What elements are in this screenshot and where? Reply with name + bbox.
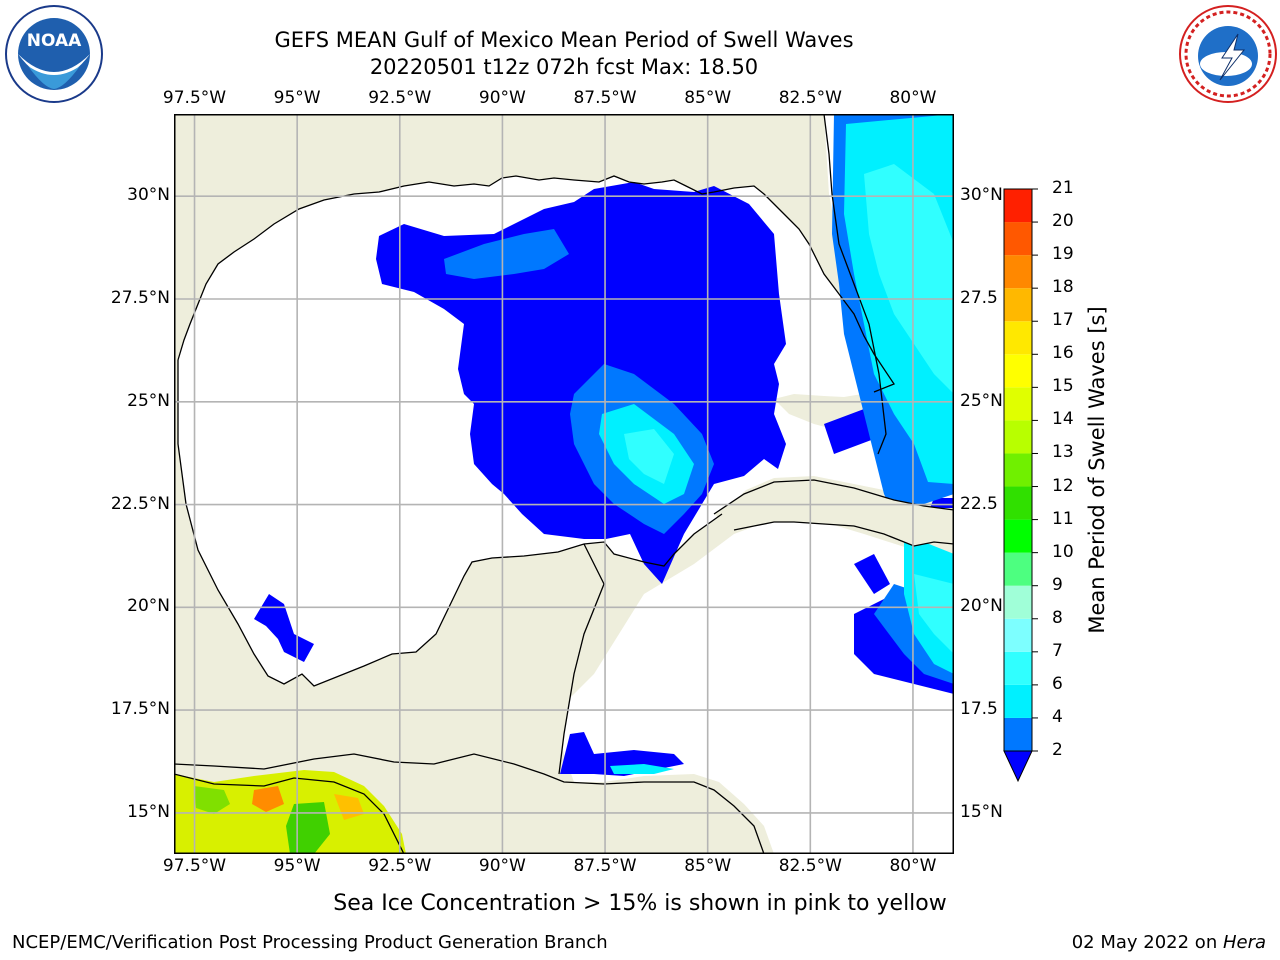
lon-tick-label: 95°W bbox=[273, 856, 321, 876]
lat-tick-label: 22.5 bbox=[960, 493, 998, 514]
colorbar-box bbox=[1004, 288, 1032, 322]
lat-tick-label: 25°N bbox=[127, 390, 170, 411]
colorbar-box bbox=[1004, 684, 1032, 718]
colorbar-box bbox=[1004, 717, 1032, 751]
colorbar-box bbox=[1004, 255, 1032, 289]
lon-tick-label: 85°W bbox=[684, 856, 732, 876]
colorbar-tick-label: 11 bbox=[1052, 508, 1074, 529]
colorbar-box bbox=[1004, 552, 1032, 586]
noaa-logo: NOAA bbox=[5, 5, 103, 103]
lat-tick-label: 22.5°N bbox=[110, 493, 170, 514]
lon-tick-label: 82.5°W bbox=[778, 856, 842, 876]
colorbar-box bbox=[1004, 354, 1032, 388]
colorbar-extension bbox=[1003, 750, 1033, 783]
nws-logo bbox=[1179, 5, 1277, 103]
colorbar-box bbox=[1004, 486, 1032, 520]
colorbar-box bbox=[1004, 222, 1032, 256]
lon-tick-label: 97.5°W bbox=[162, 856, 227, 876]
colorbar-tick-label: 14 bbox=[1052, 409, 1074, 430]
colorbar-tick-label: 19 bbox=[1052, 244, 1074, 265]
svg-text:NOAA: NOAA bbox=[27, 31, 82, 51]
lat-tick-label: 20°N bbox=[960, 596, 1003, 617]
lat-tick-label: 20°N bbox=[127, 596, 170, 617]
cuba-land bbox=[714, 480, 954, 546]
colorbar-tick-label: 10 bbox=[1052, 541, 1074, 562]
colorbar bbox=[1003, 188, 1038, 783]
lat-tick-label: 17.5°N bbox=[110, 699, 170, 720]
colorbar-tick-label: 7 bbox=[1052, 640, 1063, 661]
chart-title: GEFS MEAN Gulf of Mexico Mean Period of … bbox=[274, 28, 854, 52]
colorbar-box bbox=[1004, 618, 1032, 652]
footer-host: Hera bbox=[1222, 932, 1266, 953]
colorbar-tick-label: 6 bbox=[1052, 673, 1063, 694]
colorbar-box bbox=[1004, 453, 1032, 487]
colorbar-tick-label: 4 bbox=[1052, 706, 1063, 727]
colorbar-box bbox=[1004, 189, 1032, 223]
lon-tick-label: 80°W bbox=[889, 856, 937, 876]
colorbar-box bbox=[1004, 519, 1032, 553]
colorbar-tick-label: 9 bbox=[1052, 574, 1063, 595]
map-panel bbox=[174, 114, 954, 854]
colorbar-tick-label: 2 bbox=[1052, 740, 1063, 760]
lon-tick-label: 87.5°W bbox=[573, 856, 637, 876]
colorbar-title: Mean Period of Swell Waves [s] bbox=[1085, 306, 1109, 634]
footer-date-text: 02 May 2022 on bbox=[1071, 932, 1223, 953]
lat-tick-label: 15°N bbox=[960, 801, 1003, 822]
colorbar-tick-label: 15 bbox=[1052, 376, 1074, 397]
lon-tick-label: 87.5°W bbox=[573, 88, 637, 108]
footer-subtitle: Sea Ice Concentration > 15% is shown in … bbox=[333, 891, 947, 916]
lat-tick-label: 15°N bbox=[127, 801, 170, 822]
colorbar-box bbox=[1004, 420, 1032, 454]
lat-tick-label: 25°N bbox=[960, 390, 1003, 411]
colorbar-tick-label: 8 bbox=[1052, 607, 1063, 628]
lon-tick-label: 90°W bbox=[478, 88, 526, 108]
grid-lines bbox=[174, 114, 954, 854]
colorbar-box bbox=[1004, 585, 1032, 619]
lat-tick-label: 30°N bbox=[960, 185, 1003, 206]
colorbar-box bbox=[1004, 321, 1032, 355]
chart-subtitle: 20220501 t12z 072h fcst Max: 18.50 bbox=[369, 55, 759, 79]
colorbar-box bbox=[1004, 387, 1032, 421]
lon-tick-label: 95°W bbox=[273, 88, 321, 108]
lon-tick-label: 92.5°W bbox=[368, 88, 432, 108]
lon-tick-label: 92.5°W bbox=[368, 856, 432, 876]
lon-tick-label: 90°W bbox=[478, 856, 526, 876]
footer-date: 02 May 2022 on Hera bbox=[1072, 932, 1266, 953]
colorbar-tick-label: 17 bbox=[1052, 310, 1074, 331]
colorbar-tick-label: 21 bbox=[1052, 178, 1074, 198]
lon-tick-label: 82.5°W bbox=[778, 88, 842, 108]
lat-tick-label: 30°N bbox=[127, 185, 170, 206]
colorbar-tick-label: 13 bbox=[1052, 442, 1074, 463]
colorbar-tick-label: 20 bbox=[1052, 211, 1074, 232]
footer-credit: NCEP/EMC/Verification Post Processing Pr… bbox=[12, 932, 608, 953]
colorbar-tick-label: 12 bbox=[1052, 475, 1074, 496]
lat-tick-label: 27.5°N bbox=[110, 288, 170, 308]
colorbar-box bbox=[1004, 651, 1032, 685]
lon-tick-label: 80°W bbox=[889, 88, 937, 108]
colorbar-tick-label: 18 bbox=[1052, 277, 1074, 298]
swell-band-7-8 bbox=[624, 164, 954, 654]
colorbar-tick-label: 16 bbox=[1052, 343, 1074, 364]
lat-tick-label: 27.5 bbox=[960, 288, 998, 308]
yucatan-land bbox=[334, 542, 614, 774]
lat-tick-label: 17.5 bbox=[960, 699, 998, 720]
lon-tick-label: 97.5°W bbox=[162, 88, 227, 108]
lon-tick-label: 85°W bbox=[684, 88, 732, 108]
